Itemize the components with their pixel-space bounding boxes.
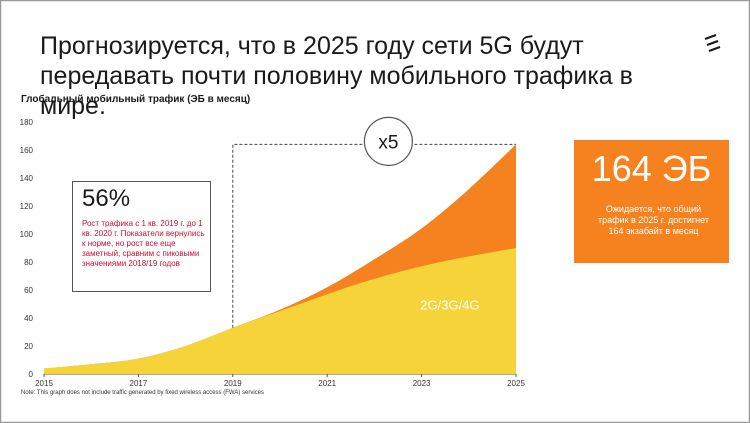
growth-callout: 56% Рост трафика с 1 кв. 2019 г. до 1 кв…	[72, 181, 211, 292]
y-tick-label: 0	[29, 370, 34, 379]
y-tick-label: 80	[24, 258, 33, 267]
x-tick-label: 2015	[35, 379, 53, 388]
total-traffic-box: 164 ЭБ Ожидается, что общий трафик в 202…	[574, 140, 729, 263]
y-tick-label: 20	[24, 342, 33, 351]
y-tick-label: 60	[24, 286, 33, 295]
y-tick-label: 180	[20, 118, 34, 127]
x-axis: 2015 2017 2019 2021 2023 2025	[35, 373, 525, 388]
x-tick-label: 2025	[507, 379, 525, 388]
total-traffic-value: 164 ЭБ	[591, 148, 712, 189]
total-traffic-text: Ожидается, что общий трафик в 2025 г. до…	[598, 204, 709, 236]
legacy-series-label: 2G/3G/4G	[420, 297, 479, 312]
growth-bracket	[232, 143, 516, 328]
x-tick-label: 2017	[130, 379, 148, 388]
y-tick-label: 140	[20, 174, 34, 183]
callout-text: Рост трафика с 1 кв. 2019 г. до 1 кв. 20…	[82, 219, 205, 268]
ericsson-logo-icon	[704, 33, 721, 53]
x-tick-label: 2019	[224, 379, 242, 388]
x-tick-label: 2021	[318, 379, 336, 388]
footnote: Note: This graph does not include traffi…	[21, 390, 264, 396]
y-tick-label: 120	[20, 202, 34, 211]
legacy-area	[44, 248, 516, 374]
y-axis: 0 20 40 60 80 100 120 140 160 180	[20, 118, 34, 379]
chart-subtitle: Глобальный мобильный трафик (ЭБ в месяц)	[21, 94, 251, 105]
y-tick-label: 100	[20, 230, 34, 239]
fiveg-series-label: 5G	[396, 195, 419, 214]
x-tick-label: 2023	[413, 379, 431, 388]
callout-percent: 56%	[82, 185, 131, 212]
multiplier-circle	[363, 116, 413, 166]
multiplier-label: x5	[378, 132, 398, 153]
y-tick-label: 160	[20, 146, 34, 155]
slide-headline: Прогнозируется, что в 2025 году сети 5G …	[40, 32, 633, 120]
y-tick-label: 40	[24, 314, 33, 323]
